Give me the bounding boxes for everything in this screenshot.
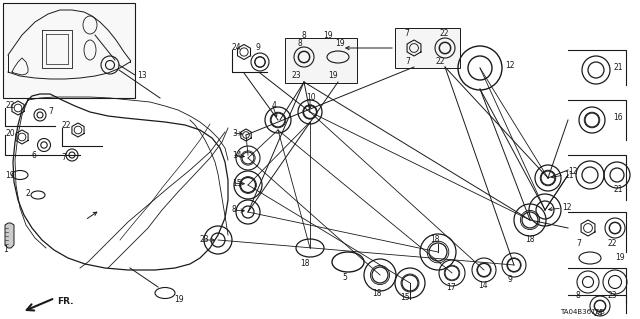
Text: 12: 12 bbox=[505, 61, 515, 70]
Text: 19: 19 bbox=[5, 170, 15, 180]
Text: 16: 16 bbox=[613, 113, 623, 122]
Text: 22: 22 bbox=[62, 122, 72, 130]
Text: 14: 14 bbox=[478, 280, 488, 290]
Text: 14: 14 bbox=[232, 151, 242, 160]
Text: 24: 24 bbox=[232, 42, 242, 51]
FancyBboxPatch shape bbox=[285, 38, 357, 83]
Text: 7: 7 bbox=[576, 240, 581, 249]
Text: 4: 4 bbox=[272, 100, 277, 109]
Text: 7: 7 bbox=[405, 57, 410, 66]
Text: 15: 15 bbox=[400, 293, 410, 302]
Text: 6: 6 bbox=[32, 151, 37, 160]
Text: 21: 21 bbox=[614, 186, 623, 195]
Text: 8: 8 bbox=[232, 205, 237, 214]
Text: 19: 19 bbox=[328, 71, 338, 80]
Text: 20: 20 bbox=[5, 129, 15, 137]
Text: 23: 23 bbox=[200, 235, 210, 244]
Text: 19: 19 bbox=[174, 295, 184, 305]
Text: 23: 23 bbox=[608, 292, 618, 300]
Polygon shape bbox=[5, 223, 14, 248]
Text: 18: 18 bbox=[525, 235, 534, 244]
Text: 8: 8 bbox=[576, 292, 580, 300]
Text: 15: 15 bbox=[232, 179, 242, 188]
Text: 18: 18 bbox=[372, 288, 381, 298]
Text: 1: 1 bbox=[3, 246, 8, 255]
FancyBboxPatch shape bbox=[3, 3, 135, 98]
Text: 22: 22 bbox=[5, 100, 15, 109]
Text: 24: 24 bbox=[593, 309, 603, 318]
Text: 5: 5 bbox=[342, 273, 347, 283]
Text: FR.: FR. bbox=[57, 298, 74, 307]
Text: 12: 12 bbox=[568, 167, 577, 176]
Text: 22: 22 bbox=[608, 240, 618, 249]
Text: 8: 8 bbox=[298, 39, 303, 48]
Text: 8: 8 bbox=[302, 31, 307, 40]
Text: 18: 18 bbox=[430, 235, 440, 244]
Text: 22: 22 bbox=[436, 57, 445, 66]
Text: 19: 19 bbox=[323, 31, 333, 40]
Text: 18: 18 bbox=[300, 258, 310, 268]
Text: 7: 7 bbox=[404, 28, 409, 38]
Text: 23: 23 bbox=[292, 71, 301, 80]
Text: 2: 2 bbox=[26, 189, 31, 198]
Text: 9: 9 bbox=[508, 276, 513, 285]
Text: 13: 13 bbox=[137, 70, 147, 79]
Text: 7: 7 bbox=[61, 152, 66, 161]
Text: 22: 22 bbox=[440, 28, 449, 38]
Text: 21: 21 bbox=[614, 63, 623, 71]
Text: 10: 10 bbox=[306, 93, 316, 101]
Text: 17: 17 bbox=[446, 284, 456, 293]
Text: 7: 7 bbox=[48, 108, 53, 116]
Text: 9: 9 bbox=[256, 42, 261, 51]
Text: 19: 19 bbox=[335, 39, 344, 48]
Text: 11: 11 bbox=[564, 170, 573, 180]
Text: 3: 3 bbox=[232, 129, 237, 137]
FancyBboxPatch shape bbox=[395, 28, 460, 68]
Text: 19: 19 bbox=[615, 253, 625, 262]
Text: 12: 12 bbox=[562, 204, 572, 212]
Text: TA04B3610B: TA04B3610B bbox=[560, 309, 605, 315]
